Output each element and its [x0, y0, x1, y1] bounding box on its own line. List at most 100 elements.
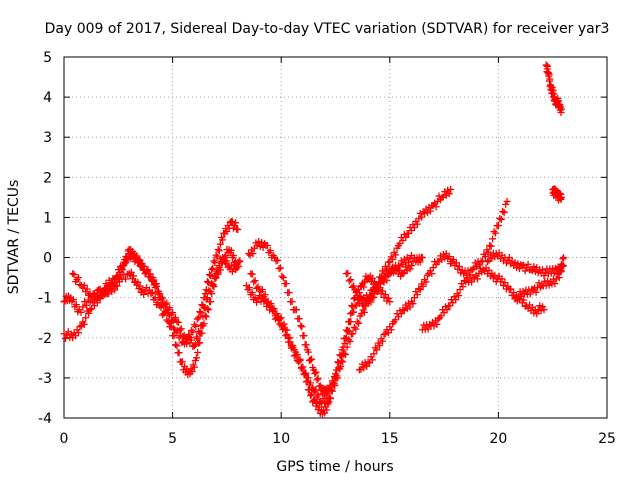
data-point	[370, 293, 378, 301]
data-point	[558, 262, 566, 270]
data-point	[491, 271, 499, 279]
data-point	[545, 70, 553, 78]
data-point	[209, 281, 217, 289]
data-point	[498, 275, 506, 283]
data-point	[557, 105, 565, 113]
data-point	[74, 329, 82, 337]
data-point	[151, 294, 159, 302]
data-point	[394, 262, 402, 270]
data-point	[219, 236, 227, 244]
data-point	[335, 364, 343, 372]
data-point	[384, 294, 392, 302]
data-point	[156, 290, 164, 298]
data-point	[350, 308, 358, 316]
data-point	[261, 296, 269, 304]
data-point	[153, 282, 161, 290]
data-point	[316, 382, 324, 390]
data-point	[341, 339, 349, 347]
data-point	[513, 297, 521, 305]
data-point	[347, 318, 355, 326]
data-point	[381, 291, 389, 299]
data-point	[484, 258, 492, 266]
data-point	[61, 334, 69, 342]
data-point	[90, 296, 98, 304]
data-point	[221, 253, 229, 261]
data-point	[69, 296, 77, 304]
data-point	[195, 327, 203, 335]
data-point	[307, 392, 315, 400]
y-tick-label: -2	[38, 331, 52, 347]
data-point	[373, 346, 381, 354]
data-point	[455, 292, 463, 300]
data-point	[144, 266, 152, 274]
data-point	[387, 326, 395, 334]
data-point	[428, 270, 436, 278]
data-point	[251, 277, 259, 285]
data-point	[190, 342, 198, 350]
data-point	[526, 290, 534, 298]
data-point	[445, 190, 453, 198]
data-point	[204, 306, 212, 314]
data-point	[351, 286, 359, 294]
data-point	[312, 386, 320, 394]
y-axis-label: SDTVAR / TECUs	[6, 180, 22, 295]
data-point	[248, 289, 256, 297]
data-point	[130, 272, 138, 280]
data-point	[347, 276, 355, 284]
data-point	[118, 266, 126, 274]
data-point	[355, 294, 363, 302]
data-point	[452, 296, 460, 304]
data-point	[389, 255, 397, 263]
data-point	[455, 263, 463, 271]
data-point	[192, 333, 200, 341]
data-point	[192, 322, 200, 330]
data-point	[286, 338, 294, 346]
y-tick-label: -1	[38, 291, 52, 307]
data-point	[273, 314, 281, 322]
series-track-1	[60, 217, 242, 348]
data-point	[418, 254, 426, 262]
data-point	[494, 221, 502, 229]
y-tick-label: 3	[43, 130, 52, 146]
series-track-12	[542, 61, 565, 116]
data-point	[550, 90, 558, 98]
data-point	[195, 314, 203, 322]
data-point	[419, 282, 427, 290]
data-point	[556, 266, 564, 274]
series-track-7	[342, 185, 455, 310]
data-point	[426, 207, 434, 215]
data-point	[170, 332, 178, 340]
data-point	[85, 309, 93, 317]
data-point	[352, 287, 360, 295]
data-point	[236, 258, 244, 266]
series-track-11	[512, 254, 568, 305]
data-point	[163, 316, 171, 324]
series-track-8	[355, 197, 511, 374]
data-point	[549, 86, 557, 94]
data-point	[547, 83, 555, 91]
data-point	[503, 197, 511, 205]
data-point	[228, 218, 236, 226]
data-point	[190, 363, 198, 371]
data-point	[101, 290, 109, 298]
data-point	[145, 273, 153, 281]
data-point	[161, 300, 169, 308]
series-track-6	[242, 252, 426, 407]
data-point	[211, 273, 219, 281]
data-point	[148, 289, 156, 297]
data-point	[409, 300, 417, 308]
data-point	[339, 358, 347, 366]
data-point	[79, 303, 87, 311]
data-point	[122, 275, 130, 283]
data-point	[201, 304, 209, 312]
data-point	[352, 325, 360, 333]
plot-frame	[63, 56, 608, 419]
data-point	[452, 259, 460, 267]
data-point	[215, 247, 223, 255]
data-point	[313, 376, 321, 384]
data-point	[308, 355, 316, 363]
data-point	[300, 332, 308, 340]
data-point	[295, 315, 303, 323]
data-point	[297, 364, 305, 372]
data-point	[151, 284, 159, 292]
